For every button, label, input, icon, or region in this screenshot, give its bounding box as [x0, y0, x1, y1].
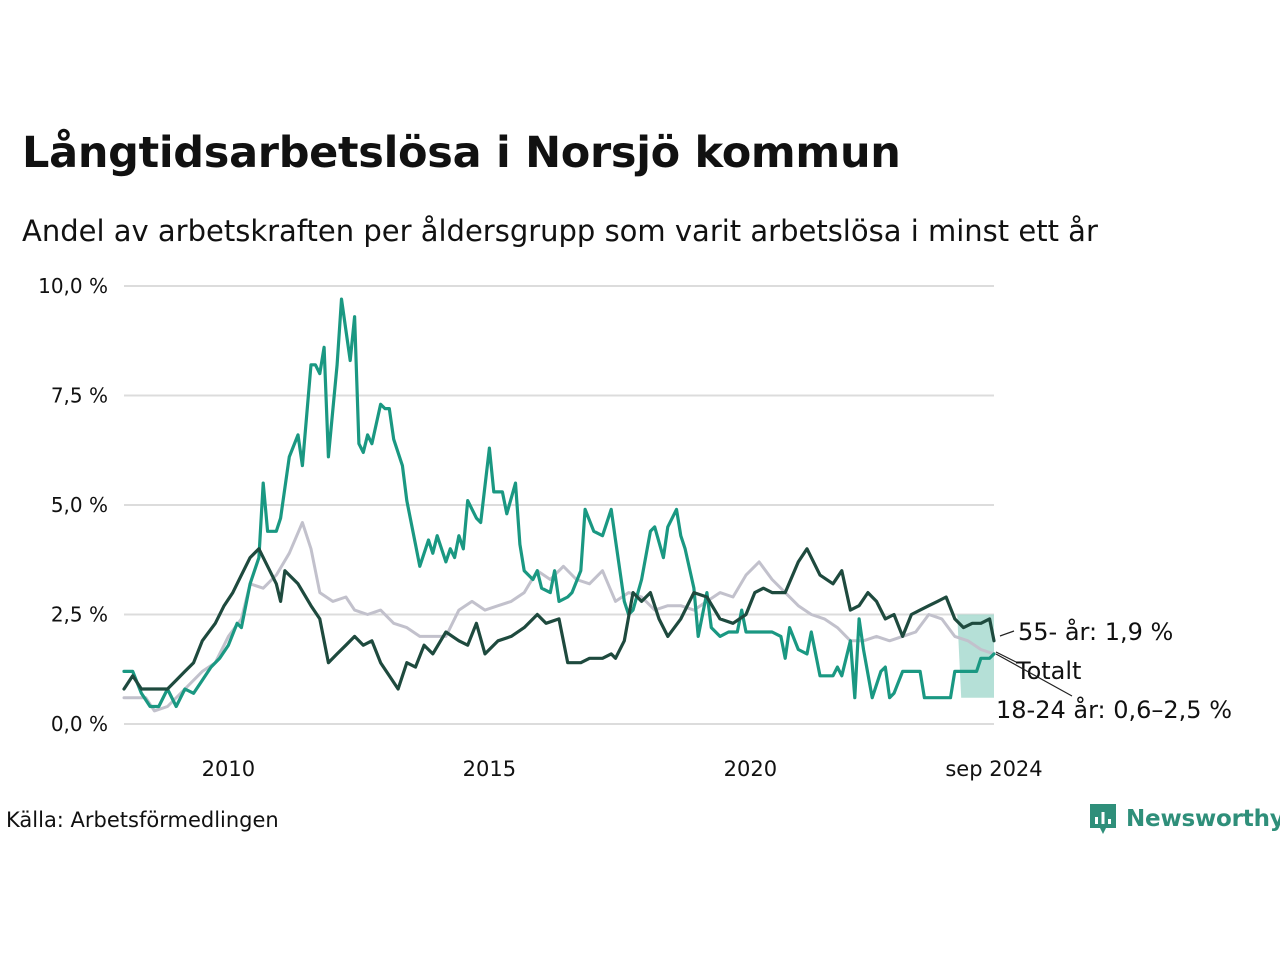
axis-layer: 0,0 % 2,5 % 5,0 % 7,5 % 10,0 % 2010 2015 2020 se… — [38, 274, 1043, 781]
leader-line-senior — [999, 630, 1015, 637]
series-line-total — [122, 521, 996, 713]
series-label-layer: Totalt 18-24 år: 0,6–2,5 % 55- år: 1,9 % — [995, 617, 1232, 724]
series-end-label-youth: 18-24 år: 0,6–2,5 % — [996, 695, 1232, 724]
chart-subtitle: Andel av arbetskraften per åldersgrupp s… — [22, 214, 1098, 248]
series-end-label-total: Totalt — [1015, 657, 1081, 685]
x-tick-label-0: 2010 — [202, 757, 255, 781]
series-line-youth — [122, 297, 996, 709]
y-tick-label-1: 2,5 % — [51, 603, 108, 627]
chart-title: Långtidsarbetslösa i Norsjö kommun — [22, 128, 901, 178]
brand-logo: Newsworthy — [1088, 802, 1280, 836]
series-end-label-senior: 55- år: 1,9 % — [1018, 617, 1173, 646]
leader-line-total — [995, 651, 1017, 663]
grid-layer — [124, 285, 994, 725]
x-tick-label-1: 2015 — [463, 757, 516, 781]
series-line-senior — [122, 547, 996, 691]
x-tick-label-2: 2020 — [724, 757, 777, 781]
y-tick-label-2: 5,0 % — [51, 493, 108, 517]
y-tick-label-3: 7,5 % — [51, 384, 108, 408]
y-tick-label-4: 10,0 % — [38, 274, 108, 298]
brand-name: Newsworthy — [1126, 806, 1280, 832]
youth-range-band — [957, 614, 994, 698]
newsworthy-logo-icon — [1090, 804, 1116, 834]
leader-line-youth — [995, 653, 1073, 697]
source-note: Källa: Arbetsförmedlingen — [6, 808, 279, 832]
range-band-layer — [957, 614, 994, 698]
x-tick-label-3: sep 2024 — [945, 757, 1042, 781]
y-tick-label-0: 0,0 % — [51, 712, 108, 736]
series-layer — [122, 297, 996, 713]
